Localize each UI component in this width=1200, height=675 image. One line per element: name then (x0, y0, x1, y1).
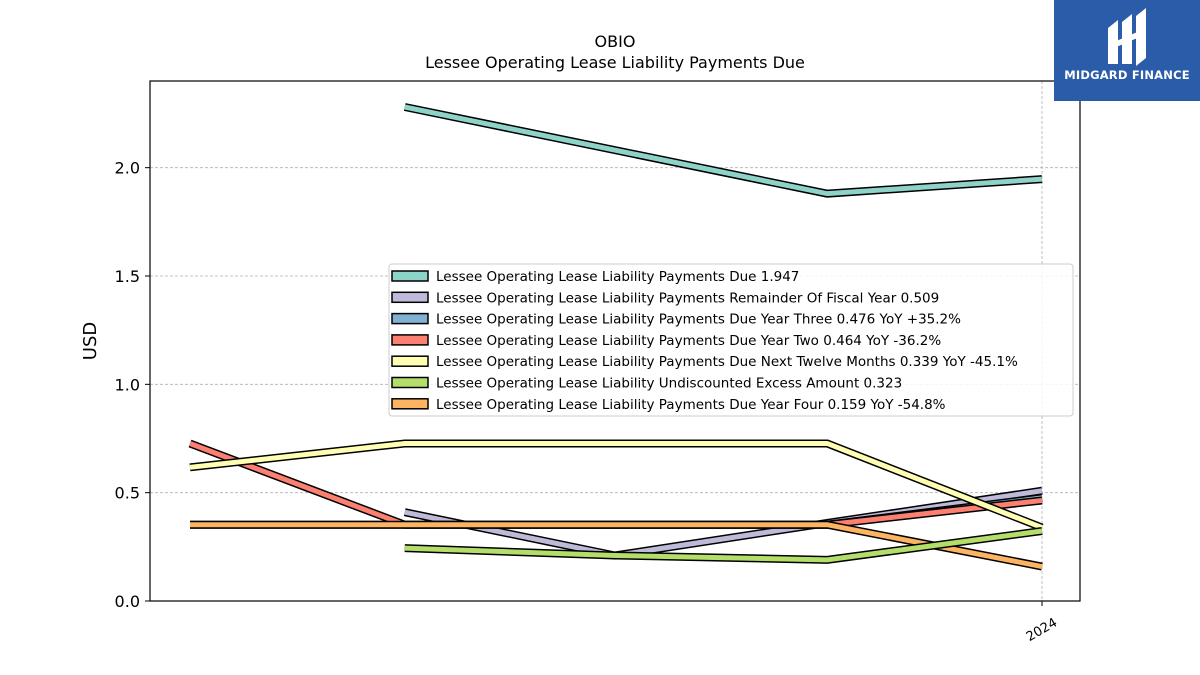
y-tick-label: 1.5 (115, 267, 140, 286)
legend-label: Lessee Operating Lease Liability Payment… (436, 397, 946, 413)
legend-label: Lessee Operating Lease Liability Payment… (436, 312, 961, 328)
y-tick-label: 0.5 (115, 484, 140, 503)
legend-swatch (391, 312, 429, 325)
legend: Lessee Operating Lease Liability Payment… (388, 263, 1074, 417)
logo-text: MIDGARD FINANCE (1064, 68, 1190, 82)
series-line (190, 520, 1043, 571)
y-axis-label: USD (80, 322, 101, 360)
legend-swatch (391, 334, 429, 346)
series-line (404, 527, 1043, 564)
legend-label: Lessee Operating Lease Liability Payment… (436, 269, 799, 285)
y-tick-label: 0.0 (115, 592, 140, 611)
y-tick-label: 1.0 (115, 375, 140, 394)
legend-swatch (391, 376, 429, 389)
series-line (403, 486, 1043, 560)
y-tick-label: 2.0 (115, 159, 140, 178)
legend-swatch (391, 398, 429, 410)
legend-label: Lessee Operating Lease Liability Undisco… (436, 376, 902, 392)
plot-frame (149, 80, 1081, 602)
x-tick-label: 2024 (1024, 615, 1060, 645)
series-line (189, 439, 1044, 532)
legend-box (388, 263, 1074, 417)
legend-swatch (391, 291, 429, 304)
legend-swatch (391, 270, 429, 282)
legend-swatch (391, 355, 429, 367)
logo-mark-icon (1108, 8, 1146, 66)
legend-label: Lessee Operating Lease Liability Payment… (436, 333, 941, 349)
midgard-finance-logo: MIDGARD FINANCE (1054, 0, 1200, 101)
series-line (403, 103, 1043, 198)
chart-title: OBIO (595, 32, 636, 51)
legend-label: Lessee Operating Lease Liability Payment… (436, 354, 1018, 370)
chart-subtitle: Lessee Operating Lease Liability Payment… (425, 53, 805, 72)
legend-label: Lessee Operating Lease Liability Payment… (436, 290, 939, 306)
